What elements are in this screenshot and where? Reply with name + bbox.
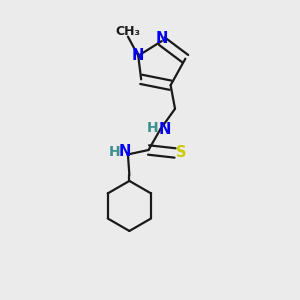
Text: H: H	[109, 145, 121, 159]
Text: N: N	[118, 144, 130, 159]
Text: S: S	[176, 146, 187, 160]
Text: CH₃: CH₃	[116, 25, 140, 38]
Text: N: N	[158, 122, 171, 137]
Text: H: H	[147, 121, 159, 135]
Text: N: N	[156, 31, 168, 46]
Text: N: N	[132, 48, 144, 63]
